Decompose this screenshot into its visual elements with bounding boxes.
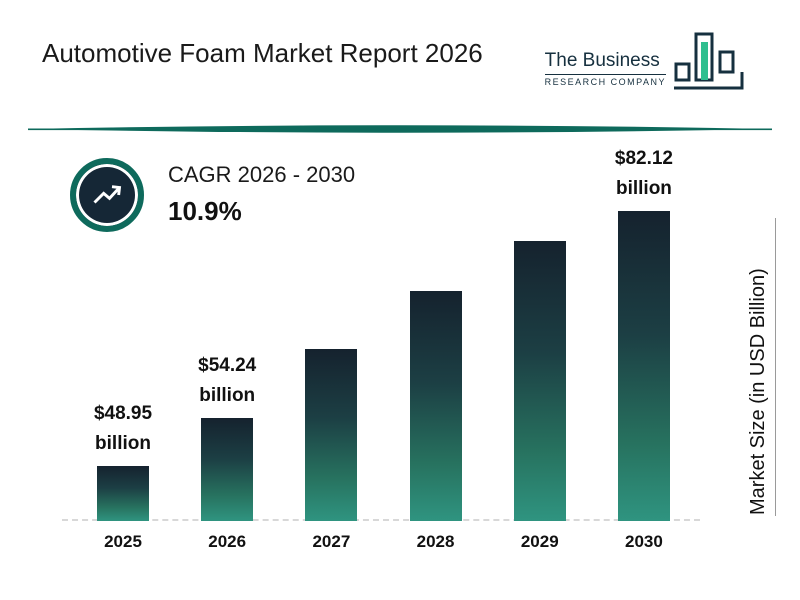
x-tick-label: 2028: [416, 532, 455, 551]
page-title: Automotive Foam Market Report 2026: [42, 38, 483, 68]
value-unit: billion: [199, 384, 256, 406]
value-unit: billion: [615, 177, 672, 199]
bar-chart-logo-icon: [672, 30, 750, 101]
value-unit: billion: [95, 432, 151, 454]
bar-value-label: $82.12 billion: [579, 144, 709, 203]
bar-2025: [97, 466, 149, 521]
logo-subtitle: RESEARCH COMPANY: [544, 77, 666, 87]
bar-2029: [513, 241, 566, 521]
bar-2026: [201, 418, 254, 521]
bar-group-2025: $48.95 billion 2025: [94, 399, 152, 552]
cagr-value: 10.9%: [168, 196, 242, 226]
cagr-texts: CAGR 2026 - 2030 10.9%: [168, 162, 355, 227]
bar-group-2030: $82.12 billion 2030: [615, 144, 673, 552]
company-logo-text: The Business RESEARCH COMPANY: [544, 50, 666, 101]
x-axis-baseline: [62, 519, 700, 521]
bar-group-2026: $54.24 billion 2026: [198, 351, 256, 552]
value-amount: $48.95: [93, 403, 153, 425]
x-tick-label: 2027: [312, 532, 351, 551]
logo-name: The Business: [544, 50, 666, 75]
x-tick-label: 2030: [625, 532, 663, 551]
y-axis-title: Market Size (in USD Billion): [747, 268, 769, 515]
y-axis-line: [775, 218, 776, 516]
value-amount: $82.12: [614, 148, 673, 170]
bar-group-2028: 2028: [409, 291, 462, 552]
divider-line: [28, 122, 772, 133]
growth-trend-icon: [70, 158, 144, 232]
x-tick-label: 2029: [520, 532, 559, 551]
bar-2027: [305, 349, 358, 521]
cagr-label: CAGR 2026 - 2030: [168, 162, 356, 187]
bar-2028: [409, 291, 462, 521]
bar-group-2027: 2027: [305, 349, 358, 552]
company-logo: The Business RESEARCH COMPANY: [544, 30, 750, 101]
bar-2030: [617, 211, 670, 521]
bar-value-label: $54.24 billion: [162, 351, 292, 410]
bar-value-label: $48.95 billion: [58, 399, 188, 458]
bar-chart: $48.95 billion 2025 $54.24 billion 2026 …: [94, 144, 673, 552]
x-tick-label: 2026: [208, 532, 247, 551]
x-tick-label: 2025: [104, 532, 142, 551]
bar-group-2029: 2029: [513, 241, 566, 552]
cagr-block: CAGR 2026 - 2030 10.9%: [70, 158, 355, 232]
value-amount: $54.24: [198, 355, 257, 377]
